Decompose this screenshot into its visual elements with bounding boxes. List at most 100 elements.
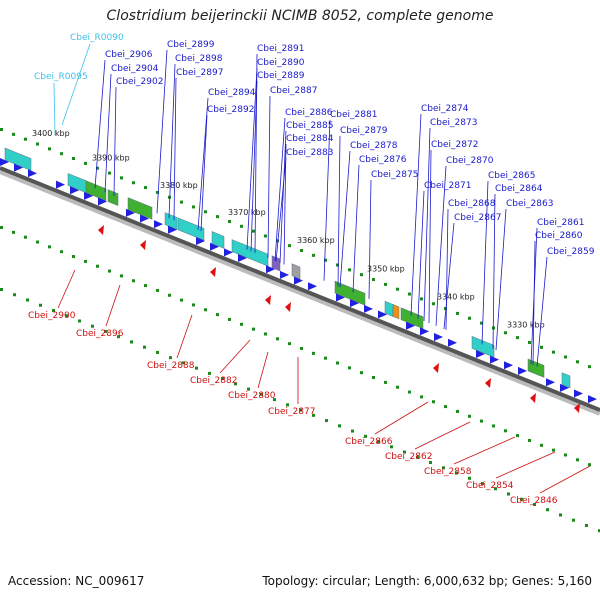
tick-dot-outer	[156, 190, 159, 194]
tick-dot-inner	[324, 356, 327, 360]
forward-gene-label: Cbei_2886	[285, 108, 333, 118]
forward-gene-leader	[423, 127, 431, 322]
forward-gene-leader	[113, 86, 117, 196]
tick-dot-inner	[264, 332, 267, 336]
tick-dot-outer	[216, 215, 219, 219]
reverse-gene-label: Cbei_2900	[28, 311, 76, 321]
forward-gene-label: Cbei_2899	[167, 40, 215, 50]
tick-dot-inner	[180, 298, 183, 302]
tick-dot-inner	[36, 240, 39, 244]
forward-gene-arrow	[294, 276, 303, 285]
tick-dot-inner	[576, 458, 579, 462]
tick-dot-inner-2	[598, 529, 600, 533]
reverse-gene-leader	[539, 465, 591, 494]
tick-dot-outer	[336, 263, 339, 267]
tick-dot-inner-2	[520, 497, 523, 501]
forward-gene-leader	[200, 114, 208, 232]
tick-dot-inner-2	[351, 429, 354, 433]
tick-dot-inner	[492, 424, 495, 428]
reverse-gene-leader	[374, 401, 429, 435]
cog-feature-box	[392, 304, 400, 320]
tick-dot-inner-2	[455, 471, 458, 475]
forward-gene-label: Cbei_2875	[371, 170, 418, 180]
tick-dot-inner	[540, 443, 543, 447]
tick-dot-inner-2	[169, 356, 172, 360]
tick-dot-inner-2	[195, 366, 198, 370]
forward-gene-leader	[173, 77, 177, 221]
reverse-gene-marker	[265, 295, 271, 305]
tick-dot-inner-2	[0, 288, 3, 291]
forward-gene-label: Cbei_2874	[421, 104, 469, 114]
forward-gene-arrow	[196, 237, 205, 246]
rna-label: Cbei_R0090	[70, 33, 124, 43]
tick-dot-inner-2	[468, 476, 471, 480]
tick-dot-outer	[528, 340, 531, 344]
tick-dot-inner	[120, 274, 123, 278]
kbp-tick-label: 3390 kbp	[92, 153, 130, 162]
tick-dot-outer	[180, 200, 183, 204]
forward-gene-arrow	[574, 389, 583, 398]
tick-dot-inner-2	[429, 461, 432, 465]
cog-feature-box	[211, 231, 225, 249]
forward-gene-arrow	[126, 208, 135, 217]
tick-dot-outer	[192, 205, 195, 209]
forward-gene-arrow	[504, 361, 513, 370]
kbp-tick-label: 3350 kbp	[367, 264, 405, 273]
reverse-gene-marker	[530, 393, 536, 403]
reverse-gene-label: Cbei_2858	[424, 467, 472, 477]
tick-dot-inner-2	[273, 398, 276, 402]
tick-dot-outer	[36, 142, 39, 146]
forward-gene-leader	[104, 73, 112, 193]
tick-dot-outer	[396, 287, 399, 291]
tick-dot-inner-2	[143, 345, 146, 349]
forward-gene-arrow	[560, 383, 569, 392]
tick-dot-inner	[60, 250, 63, 254]
tick-dot-outer	[144, 186, 147, 190]
forward-gene-label: Cbei_2894	[208, 88, 256, 98]
forward-gene-arrow	[168, 225, 177, 234]
tick-dot-inner	[372, 376, 375, 380]
tick-dot-outer	[432, 302, 435, 306]
tick-dot-inner-2	[312, 413, 315, 417]
rna-label: Cbei_R0095	[34, 72, 88, 82]
reverse-gene-label: Cbei_2882	[190, 376, 237, 386]
forward-gene-label: Cbei_2859	[547, 247, 595, 257]
tick-dot-inner-2	[325, 419, 328, 423]
tick-dot-inner-2	[247, 387, 250, 391]
reverse-gene-label: Cbei_2854	[466, 481, 514, 491]
tick-dot-inner	[456, 409, 459, 413]
forward-gene-leader	[156, 49, 168, 214]
tick-dot-inner	[528, 438, 531, 442]
reverse-gene-marker	[98, 225, 104, 235]
tick-dot-inner-2	[52, 308, 55, 312]
forward-gene-label: Cbei_2902	[116, 77, 163, 87]
tick-dot-inner	[504, 429, 507, 433]
forward-gene-leader	[274, 117, 286, 261]
forward-gene-label: Cbei_2906	[105, 50, 153, 60]
cog-feature-box	[561, 372, 571, 389]
forward-gene-leader	[94, 59, 106, 189]
tick-dot-inner	[144, 284, 147, 288]
tick-dot-inner	[204, 308, 207, 312]
tick-dot-outer	[324, 258, 327, 262]
tick-dot-outer	[576, 360, 579, 364]
tick-dot-outer	[48, 147, 51, 151]
tick-dot-inner-2	[182, 361, 185, 365]
forward-gene-leader	[443, 222, 455, 330]
tick-dot-outer	[252, 229, 255, 233]
tick-dot-inner	[384, 380, 387, 384]
tick-dot-inner	[12, 230, 15, 234]
tick-dot-inner	[192, 303, 195, 307]
forward-gene-label: Cbei_2863	[506, 199, 553, 209]
tick-dot-inner	[396, 385, 399, 389]
forward-gene-arrow	[546, 378, 555, 387]
rna-label-leader	[53, 82, 56, 136]
tick-dot-outer	[264, 234, 267, 238]
cog-feature-box	[177, 217, 205, 241]
tick-dot-inner	[156, 288, 159, 292]
tick-dot-outer	[360, 273, 363, 277]
forward-gene-leader	[250, 80, 258, 252]
tick-dot-outer	[564, 355, 567, 359]
forward-gene-leader	[495, 208, 507, 351]
forward-gene-arrow	[308, 282, 317, 291]
